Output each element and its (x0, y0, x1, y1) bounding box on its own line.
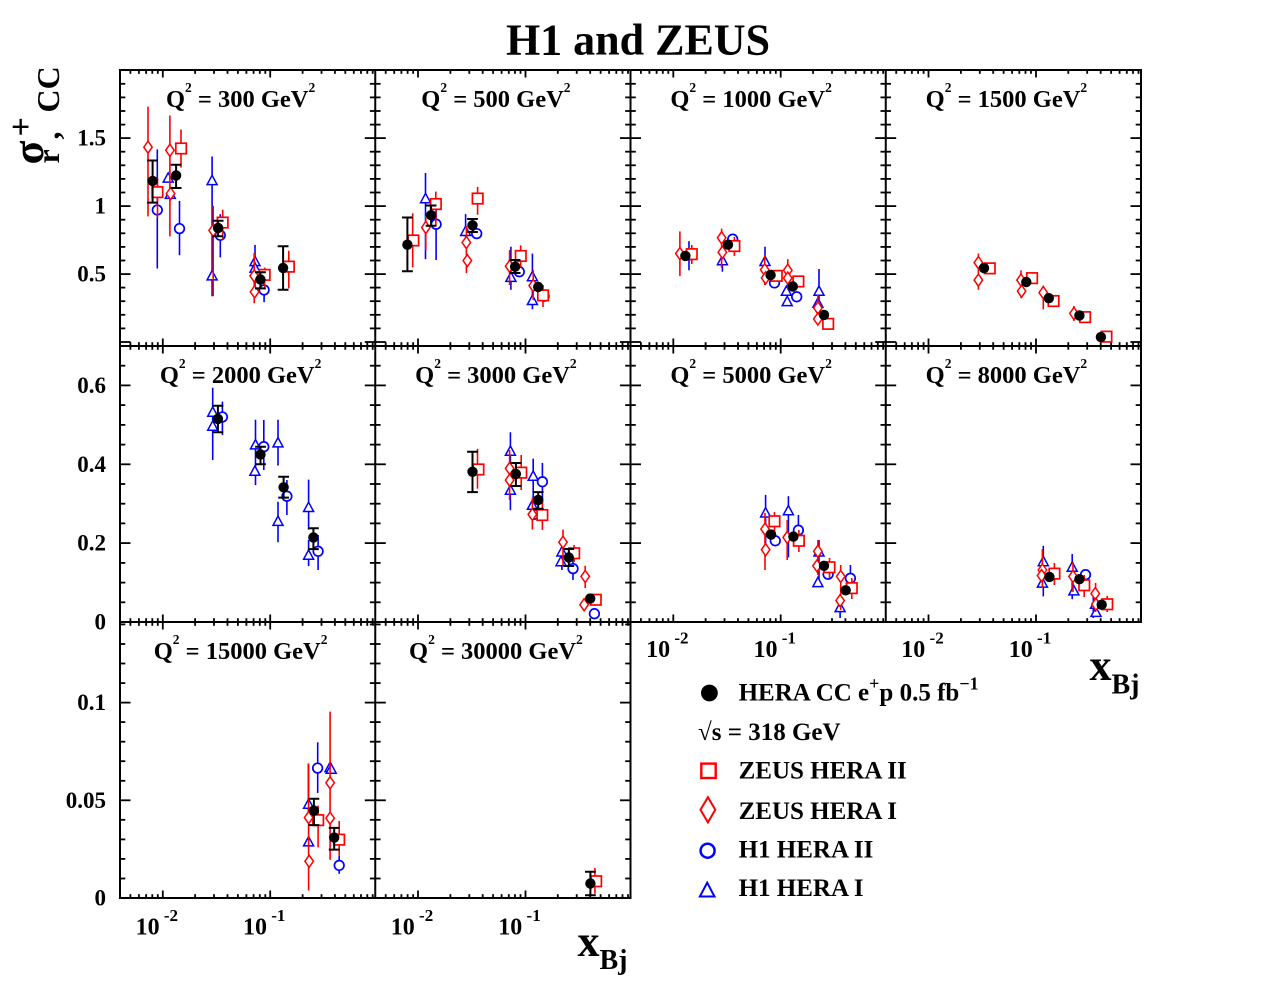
svg-text:H1 HERA II: H1 HERA II (739, 837, 874, 864)
svg-text:+: + (3, 117, 40, 136)
svg-text:σ: σ (4, 141, 53, 165)
svg-text:Q2 = 3000 GeV2: Q2 = 3000 GeV2 (415, 356, 577, 389)
svg-text:Q2 = 30000 GeV2: Q2 = 30000 GeV2 (409, 632, 583, 665)
svg-text:ZEUS HERA II: ZEUS HERA II (739, 757, 907, 784)
svg-text:Q2 = 1000 GeV2: Q2 = 1000 GeV2 (670, 80, 832, 113)
svg-text:ZEUS HERA I: ZEUS HERA I (739, 798, 897, 825)
svg-text:Q2 = 2000 GeV2: Q2 = 2000 GeV2 (160, 356, 322, 389)
svg-text:0.5: 0.5 (77, 262, 106, 287)
svg-text:Q2 = 1500 GeV2: Q2 = 1500 GeV2 (926, 80, 1088, 113)
svg-text:Q2 = 8000 GeV2: Q2 = 8000 GeV2 (926, 356, 1088, 389)
svg-text:H1 and ZEUS: H1 and ZEUS (506, 16, 770, 65)
svg-text:r: r (30, 149, 66, 163)
svg-text:HERA CC e+p 0.5 fb−1: HERA CC e+p 0.5 fb−1 (739, 674, 979, 707)
svg-text:Q2 = 15000 GeV2: Q2 = 15000 GeV2 (154, 632, 328, 665)
svg-text:1.5: 1.5 (77, 126, 106, 151)
svg-text:1: 1 (95, 194, 107, 219)
svg-text:0: 0 (95, 886, 107, 911)
svg-text:√s = 318 GeV: √s = 318 GeV (698, 719, 841, 746)
svg-text:0.05: 0.05 (66, 788, 106, 813)
svg-text:0.6: 0.6 (77, 373, 106, 398)
svg-text:0.2: 0.2 (77, 531, 106, 556)
svg-text:,: , (30, 132, 66, 140)
svg-text:Q2 = 5000 GeV2: Q2 = 5000 GeV2 (670, 356, 832, 389)
svg-text:0.4: 0.4 (77, 452, 106, 477)
svg-text:Q2 = 500 GeV2: Q2 = 500 GeV2 (421, 80, 571, 113)
svg-text:Q2 = 300 GeV2: Q2 = 300 GeV2 (166, 80, 316, 113)
svg-text:0.1: 0.1 (77, 690, 106, 715)
svg-text:0: 0 (95, 610, 107, 635)
svg-text:H1 HERA I: H1 HERA I (739, 875, 864, 902)
svg-text:CC: CC (30, 66, 66, 112)
